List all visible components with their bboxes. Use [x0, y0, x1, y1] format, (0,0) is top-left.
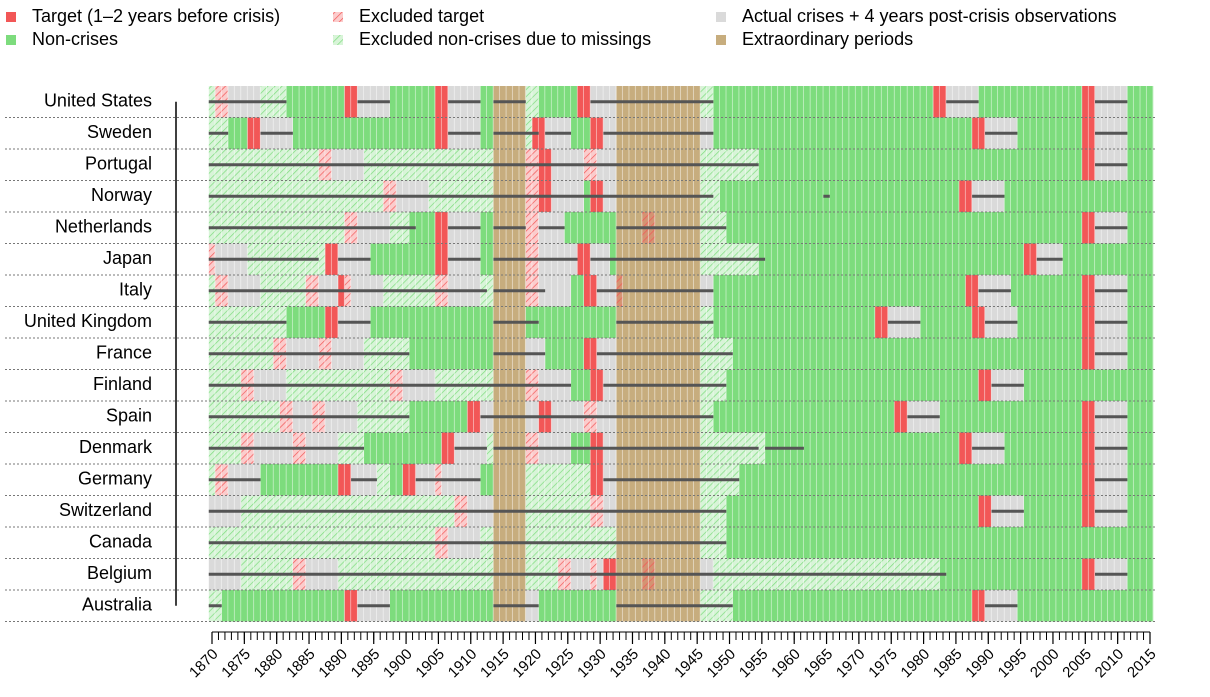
x-tick-label: 1985 — [930, 646, 966, 682]
country-label: Finland — [93, 374, 152, 394]
x-tick-label: 1995 — [995, 646, 1031, 682]
legend-swatch — [333, 12, 343, 22]
country-label: Denmark — [79, 437, 153, 457]
legend-swatch — [333, 35, 343, 45]
country-label: Netherlands — [55, 217, 152, 237]
x-tick-label: 1880 — [251, 646, 287, 682]
legend-label: Excluded target — [359, 6, 484, 26]
legend: Target (1–2 years before crisis) Non-cris… — [6, 6, 1117, 49]
country-label: United States — [44, 91, 152, 111]
legend-label: Extraordinary periods — [742, 29, 913, 49]
x-tick-label: 1925 — [542, 646, 578, 682]
x-tick-label: 1915 — [477, 646, 513, 682]
country-label: Belgium — [87, 563, 152, 583]
x-tick-label: 1990 — [962, 646, 998, 682]
country-label: Sweden — [87, 122, 152, 142]
x-tick-label: 1895 — [348, 646, 384, 682]
x-tick-label: 1960 — [768, 646, 804, 682]
country-label: Australia — [82, 595, 153, 615]
x-tick-label: 1935 — [606, 646, 642, 682]
legend-swatch — [6, 12, 16, 22]
legend-label: Target (1–2 years before crisis) — [32, 6, 280, 26]
legend-swatch — [6, 35, 16, 45]
x-tick-label: 2010 — [1092, 646, 1128, 682]
legend-label: Non-crises — [32, 29, 118, 49]
x-tick-label: 1965 — [801, 646, 837, 682]
x-tick-label: 1905 — [412, 646, 448, 682]
x-tick-label: 1930 — [574, 646, 610, 682]
x-tick-label: 1970 — [833, 646, 869, 682]
x-tick-label: 1875 — [218, 646, 254, 682]
country-label: Germany — [78, 469, 152, 489]
x-tick-label: 1975 — [865, 646, 901, 682]
x-tick-label: 1870 — [186, 646, 222, 682]
x-tick-label: 1940 — [639, 646, 675, 682]
legend-swatch — [716, 12, 726, 22]
country-label: France — [96, 343, 152, 363]
x-tick-label: 1890 — [315, 646, 351, 682]
country-label: Canada — [89, 532, 153, 552]
x-tick-label: 2000 — [1027, 646, 1063, 682]
country-label: Japan — [103, 248, 152, 268]
country-label: United Kingdom — [24, 311, 152, 331]
x-tick-label: 1980 — [898, 646, 934, 682]
legend-swatch — [716, 35, 726, 45]
legend-label: Excluded non-crises due to missings — [359, 29, 651, 49]
country-label: Portugal — [85, 154, 152, 174]
country-label: Italy — [119, 280, 152, 300]
x-tick-label: 1885 — [283, 646, 319, 682]
x-tick-label: 1900 — [380, 646, 416, 682]
x-tick-label: 1920 — [509, 646, 545, 682]
x-tick-label: 1955 — [736, 646, 772, 682]
legend-label: Actual crises + 4 years post-crisis obse… — [742, 6, 1117, 26]
country-label: Switzerland — [59, 500, 152, 520]
country-label: Spain — [106, 406, 152, 426]
overlay-layer — [5, 100, 1155, 622]
x-tick-label: 1950 — [704, 646, 740, 682]
x-tick-label: 1910 — [445, 646, 481, 682]
x-tick-label: 2015 — [1124, 646, 1160, 682]
x-tick-label: 2005 — [1059, 646, 1095, 682]
country-label: Norway — [91, 185, 152, 205]
x-tick-label: 1945 — [671, 646, 707, 682]
